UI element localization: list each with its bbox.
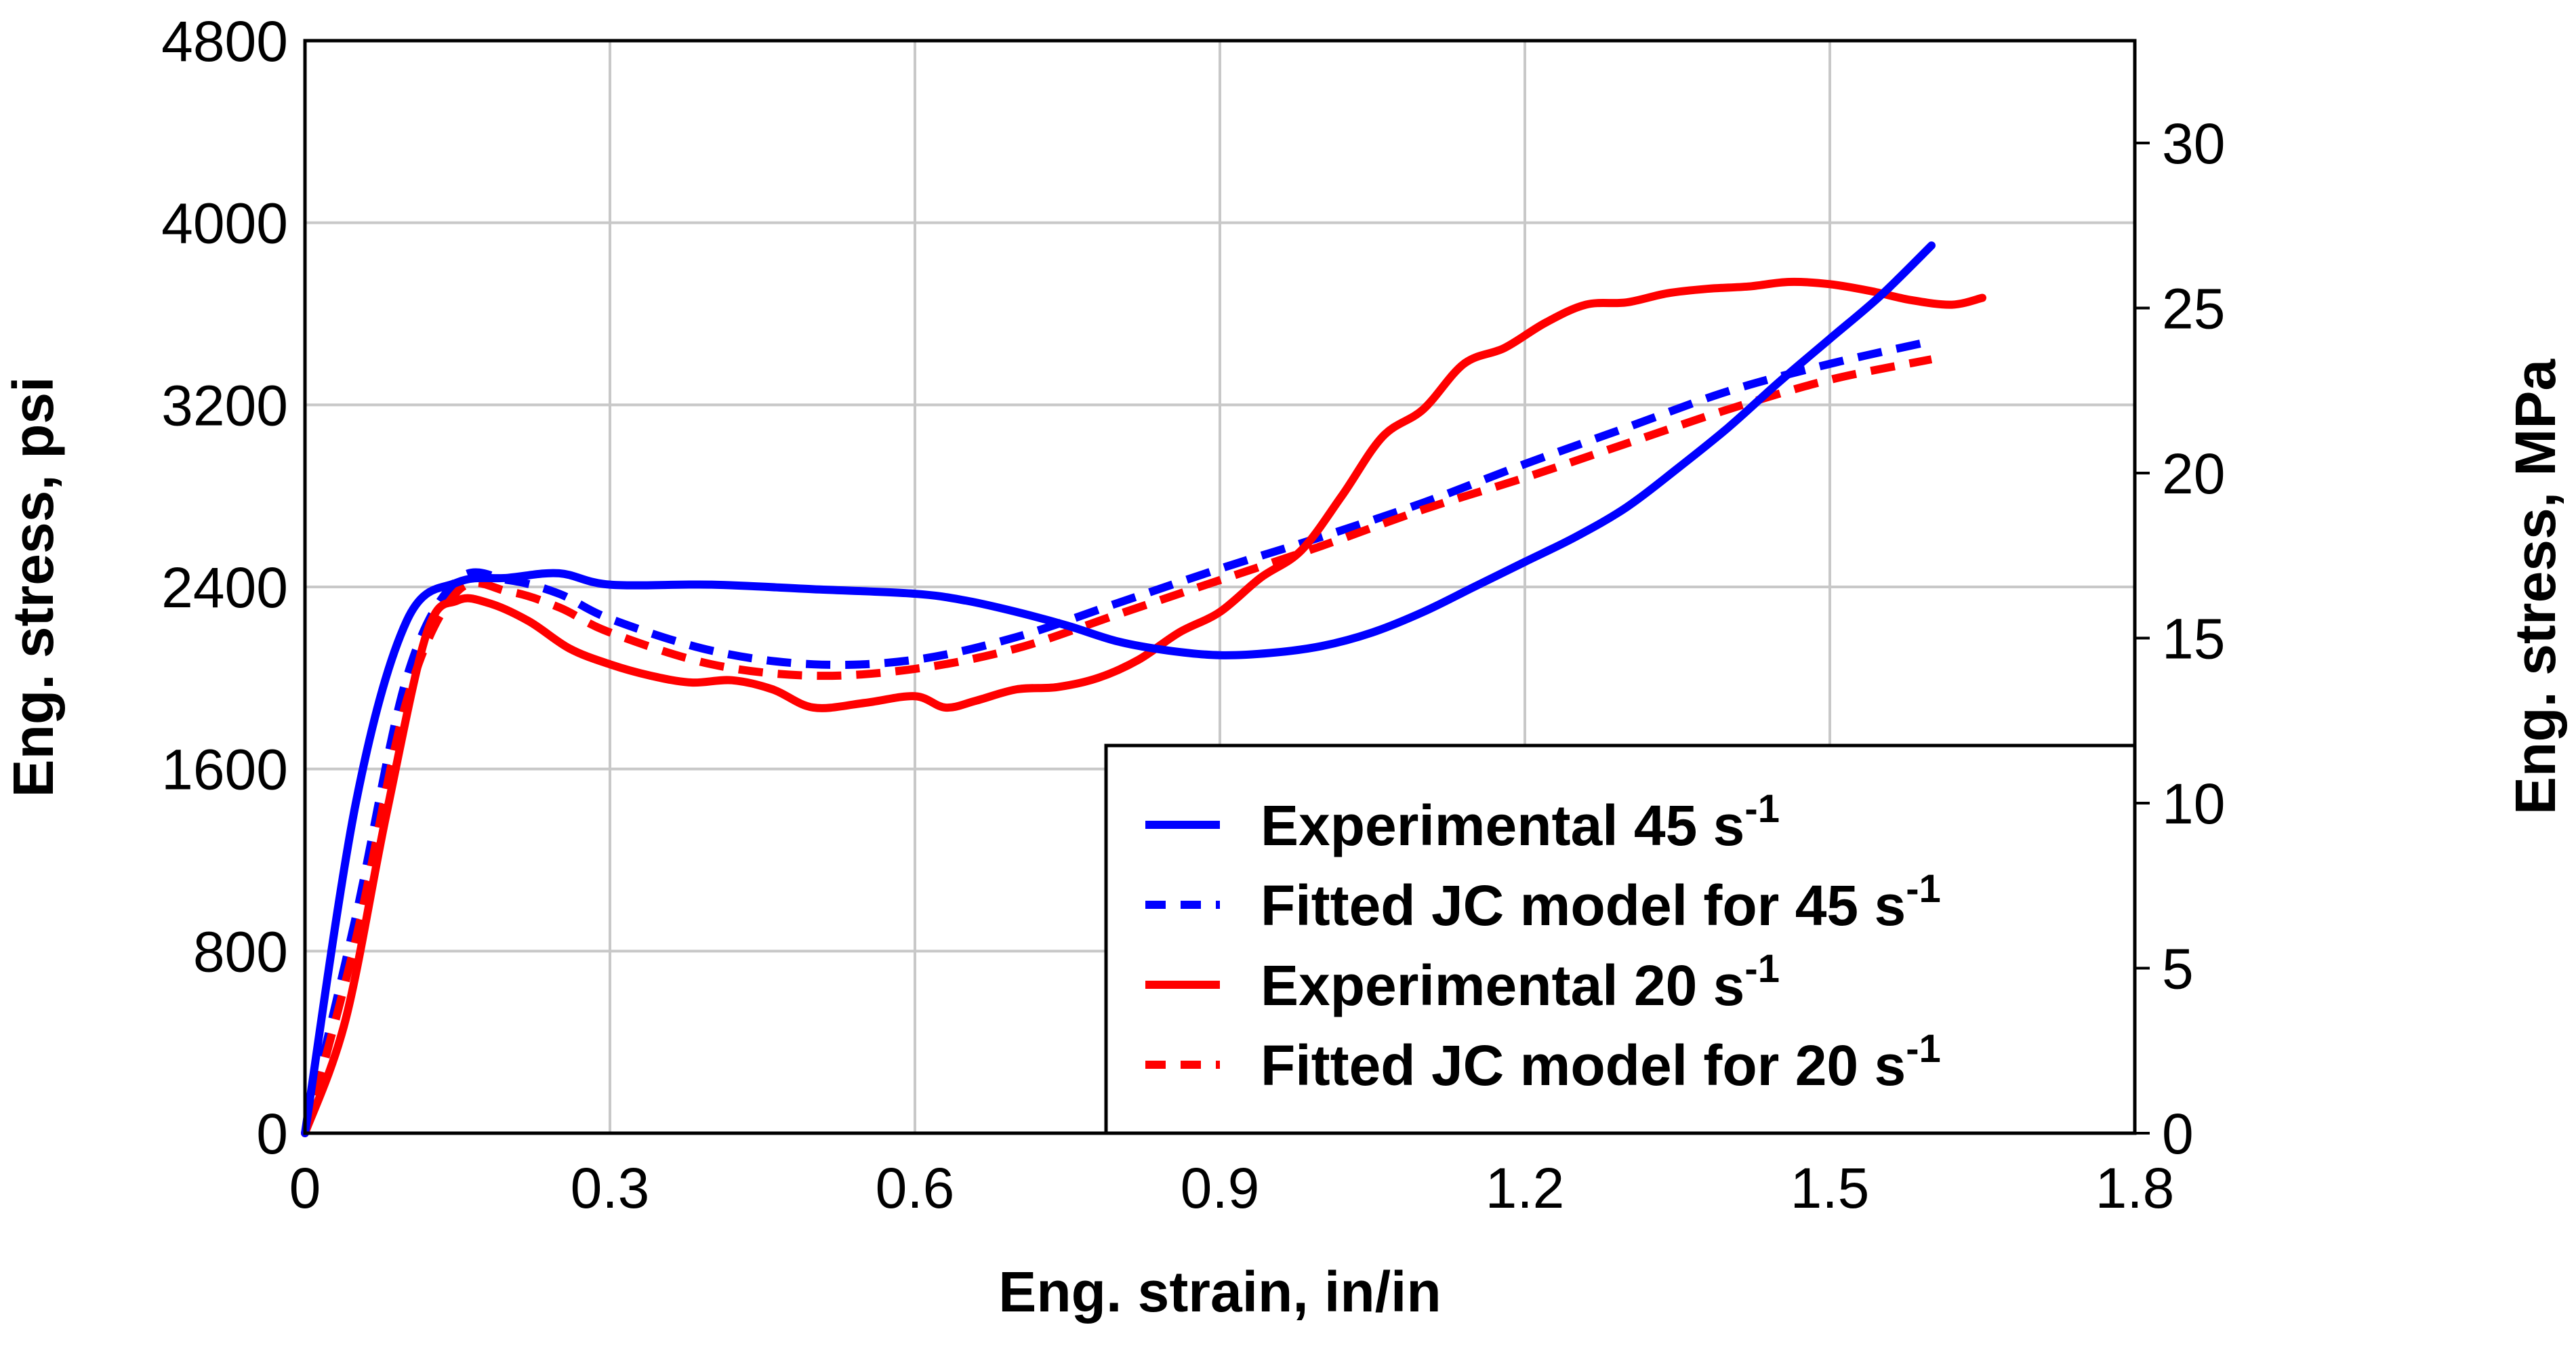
y2-tick-label: 30: [2162, 112, 2225, 176]
y-tick-label: 800: [193, 920, 288, 983]
legend: Experimental 45 s-1 Fitted JC model for 4…: [1104, 743, 2137, 1135]
x-tick-label: 1.8: [2095, 1156, 2175, 1220]
series-layer: [301, 241, 1986, 1137]
x-tick-label: 0.9: [1181, 1156, 1260, 1220]
legend-label: Experimental 20 s-1: [1261, 947, 1780, 1017]
y2-tick-label: 0: [2162, 1102, 2194, 1166]
x-tick-label: 0.6: [876, 1156, 955, 1220]
tick-layer: 0 0.3 0.6 0.9 1.2 1.5 1.8080016002400320040004…: [161, 9, 2225, 1220]
y-tick-label: 0: [256, 1102, 288, 1166]
series-line-experimental-45: [301, 241, 1936, 1137]
series-line-fitted-jc-model-for-20: [301, 355, 1933, 1135]
legend-box: [1104, 743, 2137, 1135]
legend-label: Fitted JC model for 20 s-1: [1261, 1027, 1941, 1097]
y2-tick-label: 20: [2162, 442, 2225, 506]
y2-tick-label: 10: [2162, 772, 2225, 836]
y-tick-label: 3200: [161, 373, 288, 437]
y-axis-title: Eng. stress, psi: [1, 377, 65, 798]
y2-axis-title: Eng. stress, MPa: [2503, 359, 2567, 815]
y2-tick-label: 5: [2162, 937, 2194, 1000]
y2-tick-label: 25: [2162, 277, 2225, 340]
y-tick-label: 4800: [161, 9, 288, 73]
legend-label: Experimental 45 s-1: [1261, 787, 1780, 857]
x-tick-label: 1.5: [1791, 1156, 1870, 1220]
legend-label: Fitted JC model for 45 s-1: [1261, 867, 1941, 937]
x-tick-label: 0: [289, 1156, 321, 1220]
x-tick-label: 0.3: [571, 1156, 650, 1220]
y-tick-label: 4000: [161, 192, 288, 256]
legend-entries: Experimental 45 s-1 Fitted JC model for 4…: [1145, 787, 1941, 1097]
x-axis-title: Eng. strain, in/in: [998, 1260, 1441, 1324]
series-line-experimental-20: [301, 277, 1986, 1137]
y-tick-label: 2400: [161, 556, 288, 619]
x-tick-label: 1.2: [1486, 1156, 1565, 1220]
y-tick-label: 1600: [161, 738, 288, 802]
y2-tick-label: 15: [2162, 607, 2225, 670]
